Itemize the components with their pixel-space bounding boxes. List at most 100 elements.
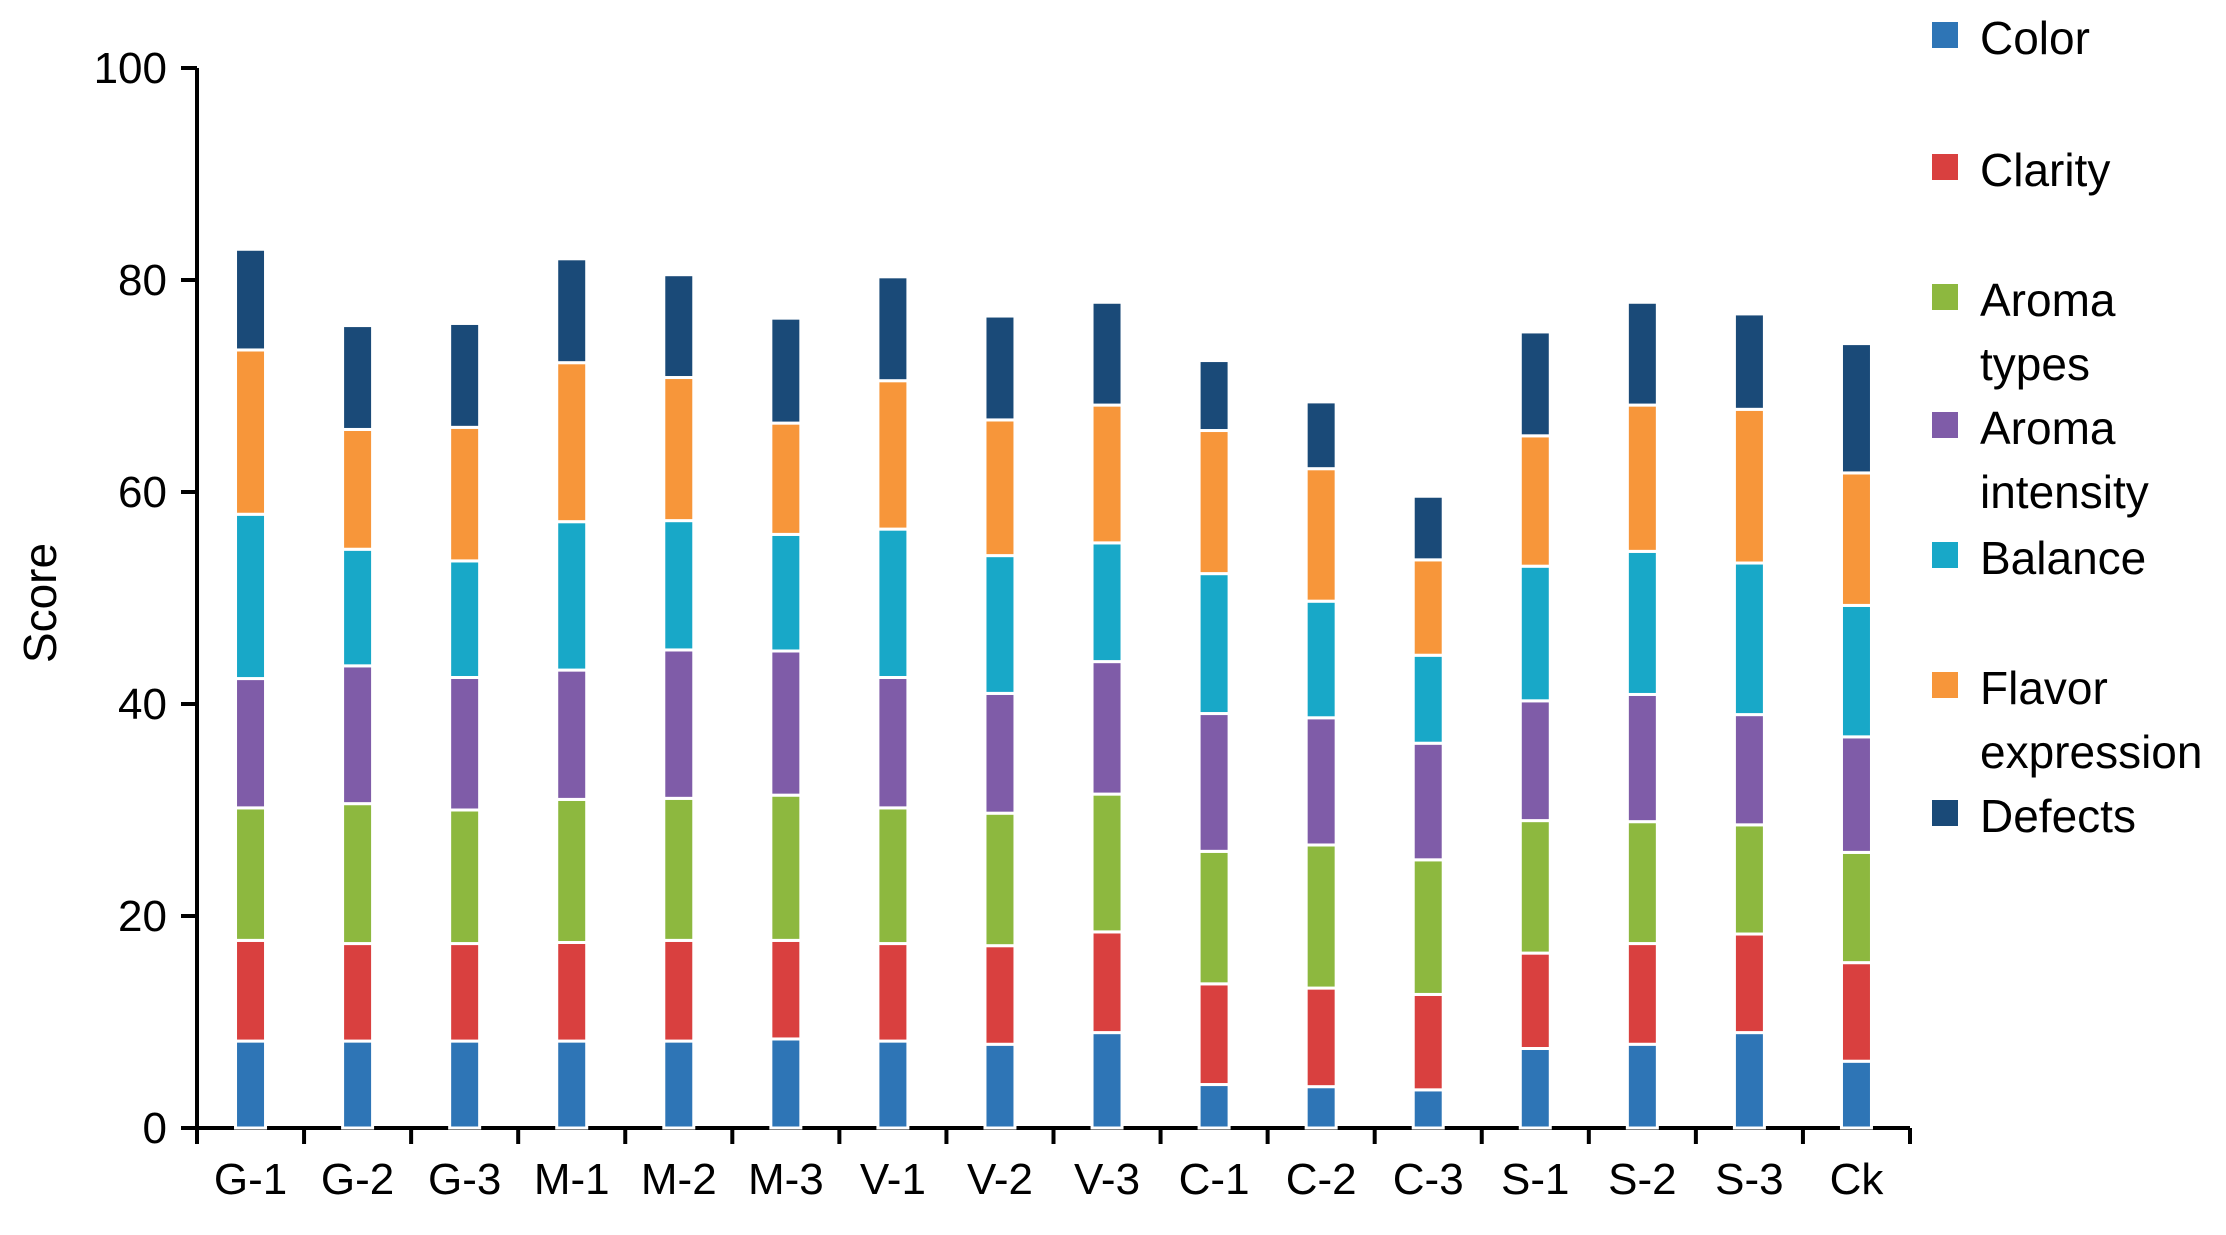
y-tick-label: 40 <box>118 680 167 729</box>
bar-segment-flavor-expression <box>1518 434 1552 568</box>
legend-item-flavor-expression: Flavor expression <box>1932 662 2202 778</box>
bar-segment-color <box>448 1039 482 1130</box>
bar-segment-aroma-types <box>1411 858 1445 996</box>
bar-segment-balance <box>555 520 589 672</box>
bar-segment-aroma-types <box>1090 792 1124 934</box>
bar-segment-color <box>983 1042 1017 1130</box>
bar-segment-flavor-expression <box>1197 429 1231 576</box>
bar-segment-aroma-intensity <box>1839 735 1873 854</box>
bar-segment-aroma-types <box>555 797 589 945</box>
bar-segment-color <box>1411 1088 1445 1130</box>
bar-stack-M-3 <box>769 316 803 1130</box>
x-tick-label: M-3 <box>748 1155 824 1204</box>
bar-segment-defects <box>876 275 910 383</box>
bar-segment-aroma-intensity <box>1304 716 1338 847</box>
bar-segment-aroma-intensity <box>1732 713 1766 827</box>
bar-segment-aroma-intensity <box>1518 699 1552 823</box>
y-tick-label: 100 <box>94 44 167 93</box>
axes-layer <box>181 66 1912 1144</box>
legend-label: intensity <box>1980 466 2149 518</box>
bar-segment-balance <box>1411 653 1445 745</box>
bar-segment-flavor-expression <box>555 361 589 524</box>
bar-segment-flavor-expression <box>1839 471 1873 607</box>
bar-segment-aroma-types <box>341 802 375 946</box>
bar-stack-M-1 <box>555 257 589 1130</box>
bar-segment-color <box>1197 1083 1231 1130</box>
bar-segment-balance <box>341 547 375 668</box>
bar-segment-color <box>1732 1031 1766 1130</box>
bar-segment-flavor-expression <box>876 379 910 531</box>
legend-label: Aroma <box>1980 274 2116 326</box>
x-tick-label: S-3 <box>1715 1155 1783 1204</box>
y-tick-label: 20 <box>118 892 167 941</box>
bar-segment-aroma-types <box>876 806 910 946</box>
bar-segment-flavor-expression <box>1732 407 1766 565</box>
legend-label: expression <box>1980 726 2202 778</box>
bar-segment-aroma-intensity <box>1090 660 1124 796</box>
bar-stack-C-1 <box>1197 359 1231 1130</box>
bar-segment-aroma-intensity <box>1197 712 1231 853</box>
x-tick-label: M-1 <box>534 1155 610 1204</box>
bar-segment-color <box>555 1039 589 1130</box>
bars-layer <box>234 247 1873 1130</box>
bar-segment-defects <box>1518 330 1552 438</box>
bar-stack-V-1 <box>876 275 910 1130</box>
legend-label: Aroma <box>1980 402 2116 454</box>
bar-segment-flavor-expression <box>234 348 268 516</box>
bar-segment-balance <box>448 559 482 680</box>
bar-segment-balance <box>1304 599 1338 720</box>
y-tick-label: 0 <box>143 1104 167 1153</box>
y-tick-label: 60 <box>118 468 167 517</box>
bar-segment-defects <box>341 324 375 431</box>
bar-segment-color <box>1625 1042 1659 1130</box>
legend-item-balance: Balance <box>1932 532 2146 584</box>
legend-swatch <box>1932 542 1958 568</box>
bar-segment-defects <box>448 321 482 429</box>
bar-segment-balance <box>1518 564 1552 703</box>
bar-stack-G-1 <box>234 247 268 1130</box>
bar-segment-clarity <box>769 938 803 1041</box>
bar-segment-aroma-intensity <box>341 664 375 806</box>
bar-segment-aroma-intensity <box>555 668 589 801</box>
bar-segment-clarity <box>341 942 375 1043</box>
bar-segment-flavor-expression <box>448 425 482 563</box>
bar-segment-clarity <box>983 944 1017 1046</box>
bar-segment-aroma-types <box>1625 820 1659 946</box>
bar-segment-aroma-intensity <box>876 676 910 810</box>
bar-stack-S-1 <box>1518 330 1552 1130</box>
bar-segment-aroma-intensity <box>234 677 268 810</box>
bar-segment-flavor-expression <box>341 427 375 551</box>
bar-segment-color <box>876 1039 910 1130</box>
legend-item-clarity: Clarity <box>1932 144 2110 196</box>
bar-segment-clarity <box>662 938 696 1043</box>
legend-label: Color <box>1980 12 2090 64</box>
y-tick-label: 80 <box>118 256 167 305</box>
x-tick-label: G-3 <box>428 1155 501 1204</box>
bar-segment-balance <box>1625 549 1659 696</box>
bar-stack-G-2 <box>341 324 375 1130</box>
x-tick-label: C-3 <box>1393 1155 1464 1204</box>
legend-item-aroma-types: Aroma types <box>1932 274 2116 390</box>
legend-swatch <box>1932 284 1958 310</box>
bar-segment-defects <box>769 316 803 425</box>
bar-segment-flavor-expression <box>769 421 803 536</box>
legend-label: Balance <box>1980 532 2146 584</box>
legend-item-color: Color <box>1932 12 2090 64</box>
bar-segment-aroma-types <box>662 796 696 942</box>
bar-segment-balance <box>662 519 696 652</box>
bar-segment-balance <box>1197 572 1231 716</box>
legend-swatch <box>1932 672 1958 698</box>
bar-segment-color <box>341 1039 375 1130</box>
bar-segment-flavor-expression <box>662 376 696 523</box>
bar-segment-aroma-types <box>1518 819 1552 955</box>
x-tick-label: V-2 <box>967 1155 1033 1204</box>
legend-swatch <box>1932 800 1958 826</box>
bar-segment-clarity <box>234 938 268 1043</box>
x-tick-label: V-1 <box>860 1155 926 1204</box>
bar-segment-color <box>1518 1047 1552 1130</box>
bar-segment-color <box>1304 1085 1338 1130</box>
bar-stack-C-2 <box>1304 400 1338 1130</box>
bar-segment-color <box>769 1037 803 1130</box>
x-tick-label: G-2 <box>321 1155 394 1204</box>
